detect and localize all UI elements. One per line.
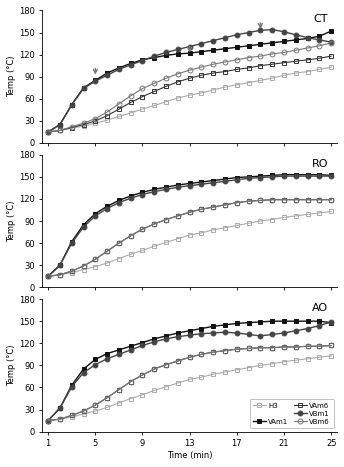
X-axis label: Time (min): Time (min)	[167, 451, 212, 460]
Y-axis label: Temp (°C): Temp (°C)	[7, 345, 16, 386]
Text: RO: RO	[312, 159, 328, 169]
Y-axis label: Temp (°C): Temp (°C)	[7, 200, 16, 242]
Y-axis label: Temp (°C): Temp (°C)	[7, 56, 16, 98]
Text: CT: CT	[314, 14, 328, 24]
Legend: H3, , VAm1, VAm6, VBm1, VBm6: H3, , VAm1, VAm6, VBm1, VBm6	[249, 399, 334, 428]
Text: AO: AO	[312, 303, 328, 313]
